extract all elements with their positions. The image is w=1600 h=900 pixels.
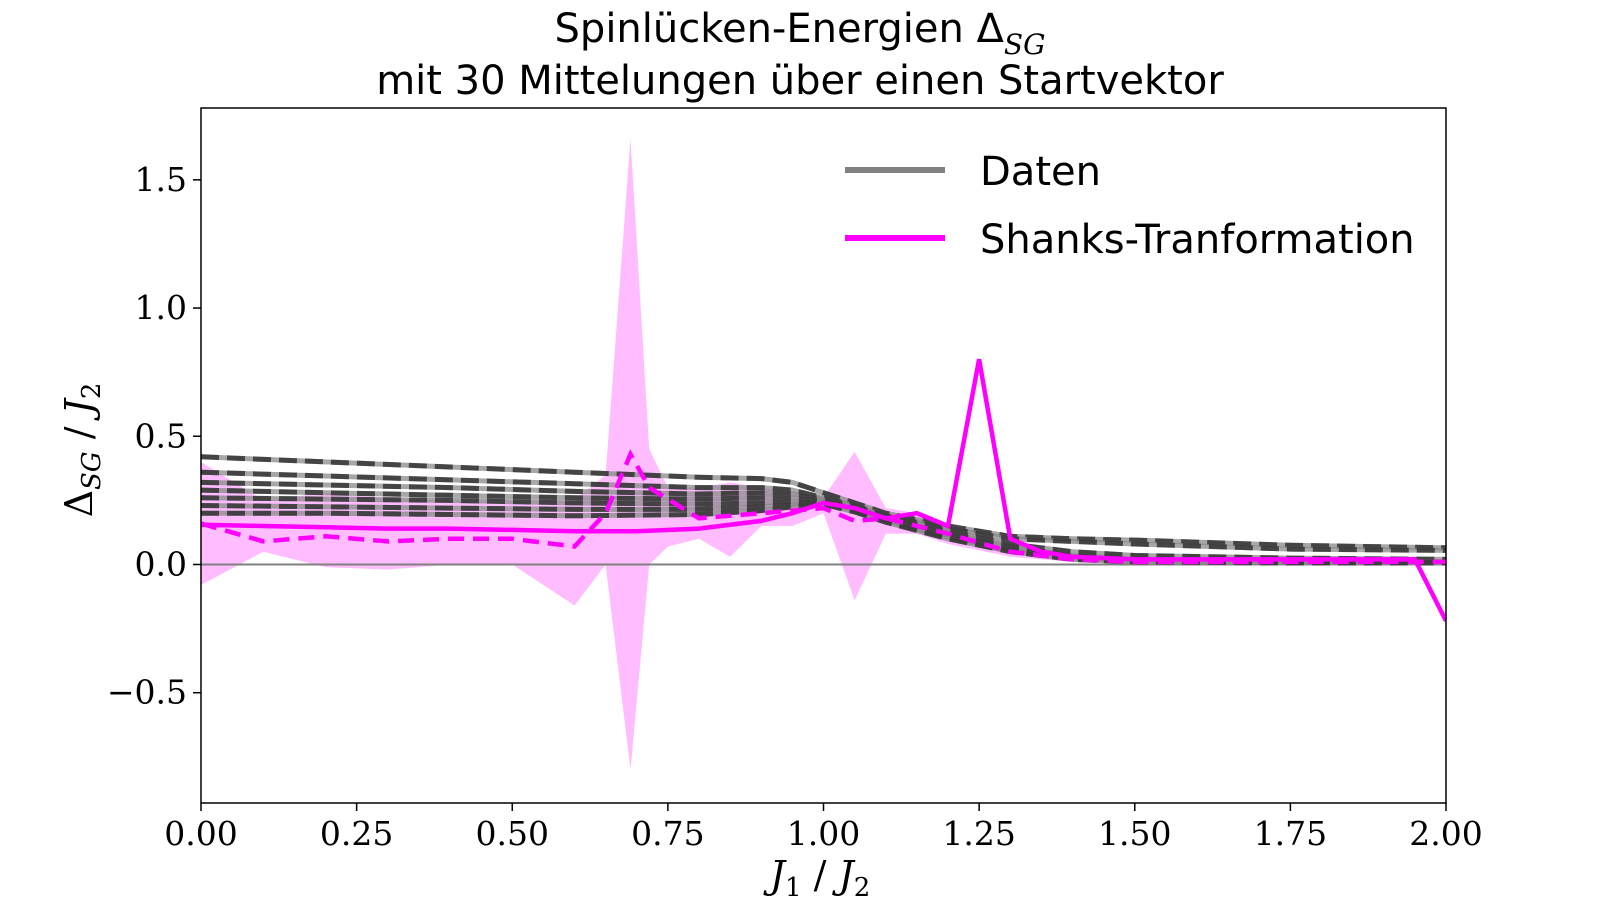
chart-title-line-1: Spinlücken-Energien ΔSG	[555, 6, 1046, 61]
legend: Daten Shanks-Tranformation	[845, 149, 1415, 263]
daten-series-1-dashed	[201, 454, 1446, 551]
plot-area: 0.00 0.25 0.50 0.75 1.00 1.25 1.50 1.75 2.00 −0.5…	[107, 107, 1483, 853]
x-tick-label: 2.00	[1409, 814, 1482, 853]
daten-series-7-dashed	[201, 501, 1446, 566]
x-tick-label: 1.75	[1254, 814, 1327, 853]
x-tick-label: 0.25	[320, 814, 393, 853]
legend-label-daten: Daten	[980, 149, 1101, 195]
x-tick-label: 0.75	[631, 814, 704, 853]
y-axis-label: ΔSG / J2	[57, 383, 107, 518]
chart-title-line-2: mit 30 Mittelungen über einen Startvekto…	[376, 58, 1224, 104]
x-tick-label: 1.25	[942, 814, 1015, 853]
y-tick-label: 1.0	[135, 288, 187, 327]
x-tick-label: 1.00	[787, 814, 860, 853]
x-tick-label: 0.00	[164, 814, 237, 853]
legend-label-shanks: Shanks-Tranformation	[980, 217, 1415, 263]
shanks-dashed-line	[201, 449, 1446, 565]
plot-frame	[200, 107, 1447, 804]
x-tick-label: 1.50	[1098, 814, 1171, 853]
y-tick-label: 0.5	[135, 416, 187, 455]
x-axis-label: J1 / J2	[763, 853, 871, 900]
y-tick-label: 0.0	[135, 544, 187, 583]
shanks-solid-line	[201, 358, 1446, 622]
y-tick-label: 1.5	[135, 160, 187, 199]
y-tick-label: −0.5	[107, 673, 187, 712]
x-tick-label: 0.50	[476, 814, 549, 853]
